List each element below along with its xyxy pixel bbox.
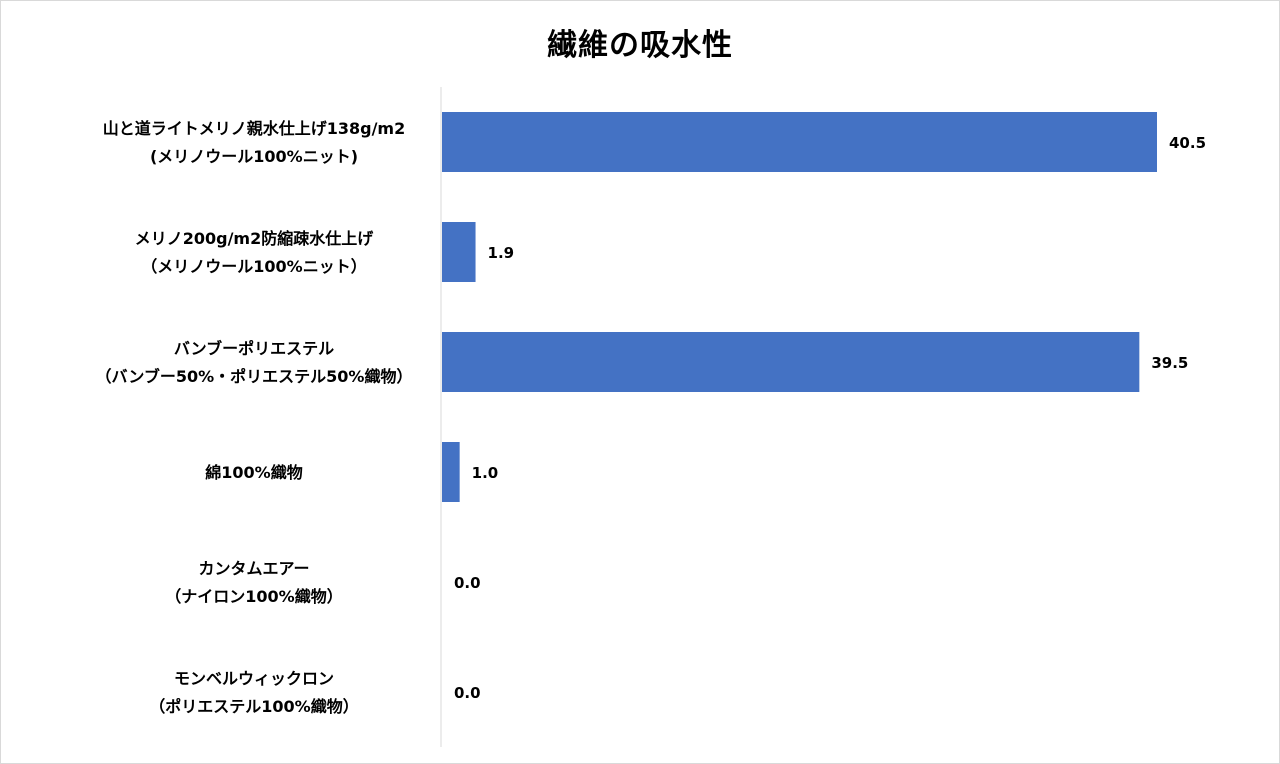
bar-1 [442,222,476,282]
value-label-1: 1.9 [488,244,515,262]
category-label-1-line-0: メリノ200g/m2防縮疎水仕上げ [135,229,375,248]
value-label-5: 0.0 [454,684,481,702]
category-label-0-line-0: 山と道ライトメリノ親水仕上げ138g/m2 [103,119,406,138]
bar-0 [442,112,1157,172]
category-label-5-line-1: （ポリエステル100%織物） [149,697,358,716]
value-label-3: 1.0 [472,464,499,482]
category-label-2-line-1: （バンブー50%・ポリエステル50%織物） [96,367,413,386]
bar-2 [442,332,1140,392]
category-label-2-line-0: バンブーポリエステル [174,339,334,358]
chart-title: 繊維の吸水性 [547,28,733,63]
bar-3 [442,442,460,502]
category-label-4-line-1: （ナイロン100%織物） [165,587,342,606]
category-label-5-line-0: モンベルウィックロン [174,669,334,688]
category-label-1-line-1: （メリノウール100%ニット） [141,257,366,276]
value-label-2: 39.5 [1151,354,1188,372]
value-label-0: 40.5 [1169,134,1206,152]
category-label-4-line-0: カンタムエアー [198,559,309,578]
category-label-3-line-0: 綿100%織物 [205,463,302,482]
category-label-0-line-1: (メリノウール100%ニット) [150,147,358,166]
value-label-4: 0.0 [454,574,481,592]
